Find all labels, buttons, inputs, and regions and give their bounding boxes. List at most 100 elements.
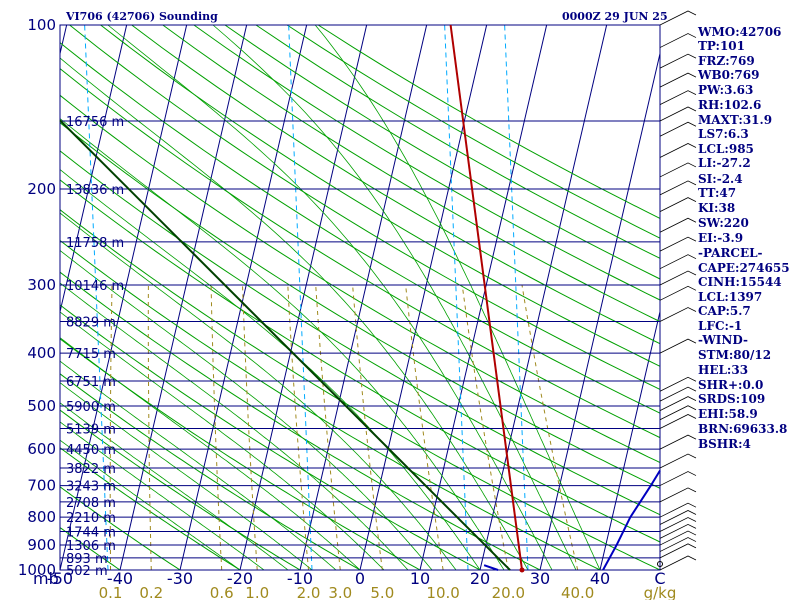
index-cinh: CINH:15544 xyxy=(698,275,782,289)
pressure-tick-label: 1000 xyxy=(18,561,56,579)
pressure-tick-label: 100 xyxy=(27,16,56,34)
wind-barb xyxy=(659,217,697,233)
low_level_segment-line xyxy=(483,564,499,571)
chart-time: 0000Z 29 JUN 25 xyxy=(562,10,668,23)
dry-adiabat xyxy=(59,240,601,571)
height-label: 7715 m xyxy=(66,347,116,362)
index-sw: SW:220 xyxy=(698,216,749,230)
dry-adiabat xyxy=(193,24,661,301)
isotherm xyxy=(359,24,488,571)
wind-barb xyxy=(659,236,697,252)
index-wb0: WB0:769 xyxy=(697,68,759,82)
isotherm xyxy=(119,24,248,571)
wind-barb xyxy=(659,376,697,392)
wind-barb xyxy=(659,180,697,196)
dry-adiabat xyxy=(69,24,661,390)
mixing-ratio-tick-label: 1.0 xyxy=(245,584,269,600)
height-label: 11758 m xyxy=(66,236,124,251)
wind-barb xyxy=(659,307,697,322)
height-label: 3822 m xyxy=(66,462,116,477)
index-brn: BRN:69633.8 xyxy=(698,422,787,436)
height-label: 502 m xyxy=(66,564,108,579)
index-ehi: EHI:58.9 xyxy=(698,407,758,421)
dry-adiabat xyxy=(317,24,661,219)
isotherm xyxy=(239,24,368,571)
wind-barb xyxy=(659,537,697,552)
temperature-tick-label: -20 xyxy=(227,569,253,588)
temperature-tick-label: -30 xyxy=(167,569,193,588)
height-label: 2708 m xyxy=(66,496,116,511)
index-lfc: LFC:-1 xyxy=(698,319,742,333)
temperature-tick-label: -40 xyxy=(107,569,133,588)
temperature-tick-label: C xyxy=(654,569,665,588)
height-label: 6751 m xyxy=(66,375,116,390)
wind-calm-marker xyxy=(657,561,663,568)
dry-adiabat xyxy=(255,24,661,259)
wind-barb xyxy=(659,502,697,518)
height-label: 3243 m xyxy=(66,480,116,495)
index-cape: CAPE:274655 xyxy=(698,261,790,275)
wind-barb xyxy=(659,517,697,532)
moist-adiabat xyxy=(59,382,313,571)
pressure-tick-label: 500 xyxy=(27,397,56,415)
wind-barb xyxy=(659,386,697,402)
temperature-tick-label: 40 xyxy=(590,569,610,588)
wind-barb xyxy=(659,405,697,421)
index-wmo: WMO:42706 xyxy=(697,25,781,39)
height-label: 1744 m xyxy=(66,526,116,541)
index-rh: RH:102.6 xyxy=(698,98,761,112)
index-tp: TP:101 xyxy=(698,39,745,53)
wind-heading: -WIND- xyxy=(698,333,748,347)
reference-dashed-line xyxy=(84,24,109,571)
wind-barb xyxy=(659,197,697,212)
reference-dashed-line xyxy=(444,24,469,571)
temperature-line xyxy=(449,24,523,571)
index-si: SI:-2.4 xyxy=(698,172,743,186)
dry-adiabat xyxy=(59,150,661,516)
wind-barb xyxy=(659,162,697,178)
dewpoint-line xyxy=(59,119,511,571)
mixing-ratio-line xyxy=(352,284,383,571)
wind-barb xyxy=(659,254,697,270)
dry-adiabat xyxy=(59,68,661,439)
dry-adiabat xyxy=(59,304,481,571)
index-lcl: LCL:985 xyxy=(698,142,754,156)
dry-adiabat xyxy=(59,122,661,489)
index-pw: PW:3.63 xyxy=(698,83,753,97)
height-label: 8829 m xyxy=(66,316,116,331)
mixing-ratio-tick-label: g/kg xyxy=(644,584,677,600)
height-label: 10146 m xyxy=(66,279,124,294)
wind-barb xyxy=(659,471,697,486)
index-stm: STM:80/12 xyxy=(698,348,771,362)
index-shr: SHR+:0.0 xyxy=(698,378,763,392)
wind-barb xyxy=(659,285,697,301)
pressure-tick-label: 400 xyxy=(27,344,56,362)
wind_profile-line xyxy=(602,469,661,571)
wind-barb xyxy=(659,106,697,122)
index-frz: FRZ:769 xyxy=(698,54,755,68)
moist-adiabat xyxy=(59,118,505,571)
isotherm xyxy=(419,24,548,571)
isotherm xyxy=(299,24,428,571)
dry-adiabat xyxy=(59,373,361,571)
mixing-ratio-line xyxy=(315,284,341,571)
pressure-tick-label: 900 xyxy=(27,536,56,554)
index-maxt: MAXT:31.9 xyxy=(698,113,772,127)
mixing-ratio-line xyxy=(405,284,444,571)
temperature-tick-label: -50 xyxy=(47,569,73,588)
wind-barb xyxy=(659,453,697,469)
wind-barb xyxy=(659,543,697,559)
height-label: 4450 m xyxy=(66,443,116,458)
reference-dashed-line xyxy=(288,24,313,571)
reference-dashed-line xyxy=(504,24,529,571)
isotherm xyxy=(59,24,68,54)
dry-adiabat xyxy=(131,24,661,345)
index-tt: TT:47 xyxy=(698,186,736,200)
wind-barb xyxy=(659,270,697,286)
dry-adiabat xyxy=(59,527,121,571)
moist-adiabat xyxy=(212,24,577,571)
pressure-tick-label: 600 xyxy=(27,440,56,458)
index-li: LI:-27.2 xyxy=(698,156,751,170)
moist-adiabat xyxy=(59,402,289,571)
